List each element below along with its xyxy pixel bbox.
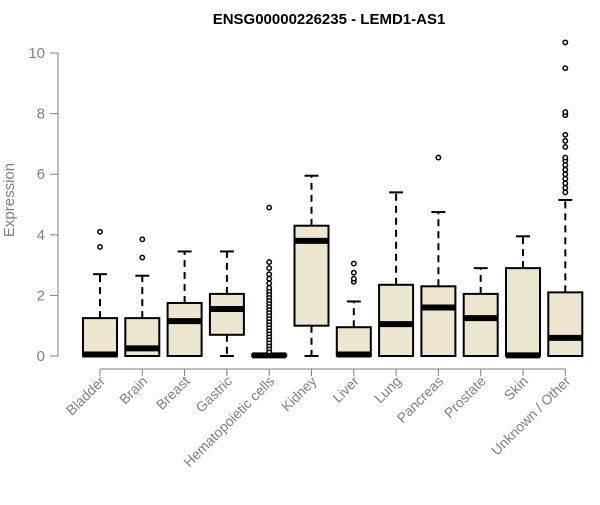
outlier-point (266, 271, 273, 278)
x-tick-label: Brain (116, 373, 150, 407)
outlier-point (350, 260, 357, 267)
outlier-point (562, 154, 569, 161)
outlier-point (266, 284, 273, 291)
box-rect (505, 267, 541, 358)
outlier-point (97, 228, 103, 235)
box-liver (335, 260, 372, 358)
outlier-point (562, 175, 569, 182)
y-axis-label: Expression (1, 163, 18, 237)
box-kidney (293, 174, 330, 357)
box-rect (208, 292, 245, 336)
outlier-point (350, 269, 357, 276)
box-rect (335, 326, 372, 357)
outlier-point (139, 236, 146, 243)
outlier-point (435, 154, 442, 161)
outlier-point (350, 275, 357, 282)
y-tick-label: 0 (37, 348, 45, 365)
box-hematopoietic-cells (251, 204, 288, 359)
box-lung (378, 191, 415, 358)
outlier-point (562, 39, 569, 46)
outlier-point (562, 109, 569, 116)
box-rect (420, 285, 457, 357)
outlier-point (562, 131, 569, 138)
outlier-point (266, 275, 273, 282)
outlier-point (562, 166, 569, 173)
box-unknown-other (547, 39, 584, 357)
y-tick-label: 10 (28, 45, 45, 62)
box-skin (505, 235, 541, 359)
x-tick-label: Pancreas (393, 373, 446, 426)
box-rect (547, 291, 584, 357)
outlier-point (562, 189, 569, 196)
x-tick-label: Prostate (441, 373, 489, 421)
box-breast (166, 250, 203, 358)
box-rect (378, 283, 415, 358)
outlier-point (562, 184, 569, 191)
y-tick-label: 2 (37, 287, 45, 304)
outlier-point (266, 265, 273, 272)
x-tick-label: Lung (371, 373, 404, 406)
box-rect (166, 301, 203, 358)
outlier-point (266, 204, 273, 211)
box-prostate (462, 267, 499, 358)
x-tick-label: Unknown / Other (488, 373, 574, 459)
outlier-point (562, 143, 569, 150)
outlier-point (562, 162, 569, 169)
box-rect (82, 317, 118, 357)
outlier-point (139, 254, 146, 261)
x-tick-label: Bladder (63, 373, 109, 419)
outlier-point (97, 243, 103, 250)
box-rect (462, 292, 499, 358)
x-tick-label: Liver (329, 373, 362, 406)
y-tick-label: 4 (37, 227, 45, 244)
outlier-point (562, 171, 569, 178)
x-tick-label: Breast (153, 373, 193, 413)
boxes-group (82, 39, 584, 359)
outlier-point (266, 280, 273, 287)
outlier-point (562, 137, 569, 144)
y-tick-label: 8 (37, 106, 45, 123)
y-axis: 0 2 4 6 8 10 (28, 45, 59, 365)
outlier-point (562, 180, 569, 187)
x-tick-label: Kidney (278, 373, 320, 415)
box-bladder (82, 228, 118, 358)
chart-title: ENSG00000226235 - LEMD1-AS1 (213, 11, 446, 28)
box-pancreas (420, 154, 457, 357)
y-tick-label: 6 (37, 166, 45, 183)
outlier-point (562, 65, 569, 72)
box-gastric (208, 250, 245, 357)
x-tick-label: Skin (501, 373, 532, 404)
outlier-point (266, 259, 273, 266)
box-brain (124, 236, 161, 357)
